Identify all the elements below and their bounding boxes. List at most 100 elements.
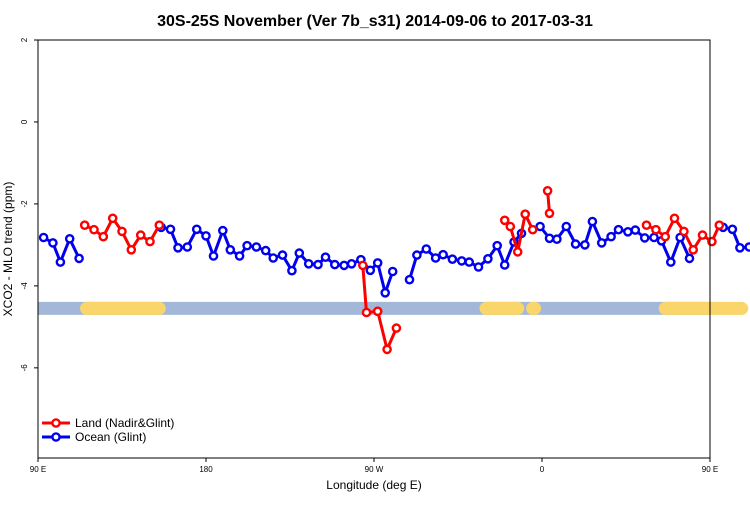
data-point-land bbox=[542, 185, 553, 196]
data-point-land bbox=[520, 209, 531, 219]
x-axis: 90 E 180 90 W 0 90 E bbox=[30, 458, 718, 474]
data-point-land bbox=[651, 224, 661, 235]
legend-marker-land bbox=[51, 418, 61, 428]
data-point-ocean bbox=[684, 253, 695, 264]
data-point-land bbox=[357, 260, 368, 271]
data-point-land bbox=[107, 213, 118, 224]
data-point-ocean bbox=[649, 232, 659, 243]
data-point-ocean bbox=[421, 244, 432, 254]
x-axis-label: Longitude (deg E) bbox=[326, 478, 421, 492]
plot-area bbox=[38, 185, 750, 355]
data-point-ocean bbox=[165, 224, 176, 235]
data-point-ocean bbox=[294, 248, 305, 258]
data-point-ocean bbox=[55, 257, 66, 267]
series-line-ocean-2 bbox=[160, 225, 395, 295]
legend-label-ocean: Ocean (Glint) bbox=[75, 430, 146, 444]
data-point-land bbox=[697, 230, 708, 240]
data-point-ocean bbox=[201, 231, 211, 241]
data-point-ocean bbox=[613, 224, 624, 235]
data-point-land bbox=[660, 231, 671, 242]
data-point-ocean bbox=[234, 251, 245, 261]
data-point-ocean bbox=[260, 245, 271, 256]
series-line-ocean-3 bbox=[408, 232, 523, 281]
data-point-ocean bbox=[268, 253, 279, 263]
data-point-ocean bbox=[587, 216, 598, 227]
data-point-ocean bbox=[447, 254, 458, 265]
data-point-land bbox=[89, 224, 99, 235]
data-point-ocean bbox=[666, 257, 676, 267]
x-tick-label: 90 E bbox=[702, 465, 718, 474]
data-point-ocean bbox=[727, 224, 738, 235]
data-point-ocean bbox=[580, 240, 590, 250]
data-point-ocean bbox=[48, 238, 58, 248]
data-point-ocean bbox=[483, 253, 493, 264]
data-point-land bbox=[98, 231, 109, 242]
data-point-ocean bbox=[38, 232, 49, 243]
data-point-ocean bbox=[744, 242, 750, 252]
data-point-ocean bbox=[499, 260, 510, 270]
y-axis-label: XCO2 - MLO trend (ppm) bbox=[1, 182, 15, 317]
y-tick-label: -2 bbox=[20, 200, 29, 208]
data-point-land bbox=[372, 306, 383, 317]
data-point-ocean bbox=[561, 221, 572, 232]
x-tick-label: 90 E bbox=[30, 465, 46, 474]
x-tick-label: 90 W bbox=[365, 465, 384, 474]
y-tick-label: 2 bbox=[20, 37, 29, 42]
data-point-land bbox=[145, 236, 155, 247]
legend-label-land: Land (Nadir&Glint) bbox=[75, 416, 174, 430]
data-point-ocean bbox=[242, 240, 252, 251]
data-point-land bbox=[126, 244, 137, 255]
data-point-ocean bbox=[606, 231, 616, 242]
data-point-ocean bbox=[303, 258, 314, 269]
legend-marker-ocean bbox=[51, 432, 61, 442]
data-point-ocean bbox=[535, 221, 545, 232]
data-point-land bbox=[641, 220, 652, 230]
data-point-ocean bbox=[74, 253, 84, 264]
data-point-ocean bbox=[473, 262, 484, 272]
y-tick-label: -4 bbox=[20, 282, 29, 290]
data-point-land bbox=[499, 215, 510, 226]
data-point-land bbox=[505, 221, 516, 232]
data-point-ocean bbox=[404, 274, 415, 285]
data-point-ocean bbox=[570, 239, 581, 249]
data-point-land bbox=[361, 307, 372, 318]
data-point-ocean bbox=[346, 258, 357, 269]
data-point-ocean bbox=[64, 233, 75, 244]
y-tick-label: -6 bbox=[20, 364, 29, 372]
data-point-land bbox=[688, 244, 699, 255]
data-point-ocean bbox=[320, 252, 331, 263]
data-point-land bbox=[154, 220, 165, 230]
data-point-ocean bbox=[191, 224, 202, 235]
data-point-ocean bbox=[251, 242, 262, 252]
data-point-ocean bbox=[329, 259, 340, 270]
data-point-land bbox=[544, 208, 555, 219]
data-point-land bbox=[79, 220, 90, 230]
data-point-ocean bbox=[544, 233, 555, 244]
legend: Land (Nadir&Glint)Ocean (Glint) bbox=[42, 416, 174, 444]
data-point-ocean bbox=[372, 258, 383, 268]
data-point-land bbox=[707, 236, 717, 247]
data-point-ocean bbox=[464, 257, 475, 267]
plot-frame bbox=[37, 39, 711, 459]
x-tick-label: 180 bbox=[199, 465, 213, 474]
data-point-ocean bbox=[639, 233, 650, 243]
data-point-land bbox=[391, 323, 402, 333]
data-point-ocean bbox=[173, 242, 183, 253]
data-point-ocean bbox=[287, 265, 297, 276]
data-point-ocean bbox=[630, 225, 641, 235]
data-point-ocean bbox=[596, 238, 607, 248]
data-point-land bbox=[669, 213, 680, 224]
data-point-land bbox=[135, 230, 146, 240]
data-point-land bbox=[382, 344, 392, 355]
data-point-ocean bbox=[182, 242, 193, 252]
data-point-ocean bbox=[365, 265, 376, 276]
x-tick-label: 0 bbox=[540, 465, 545, 474]
data-point-ocean bbox=[387, 266, 398, 277]
data-point-ocean bbox=[339, 260, 349, 271]
data-point-land bbox=[679, 226, 689, 237]
y-axis: 2 0 -2 -4 -6 bbox=[20, 37, 38, 371]
data-point-ocean bbox=[623, 226, 633, 237]
data-point-land bbox=[714, 220, 725, 230]
